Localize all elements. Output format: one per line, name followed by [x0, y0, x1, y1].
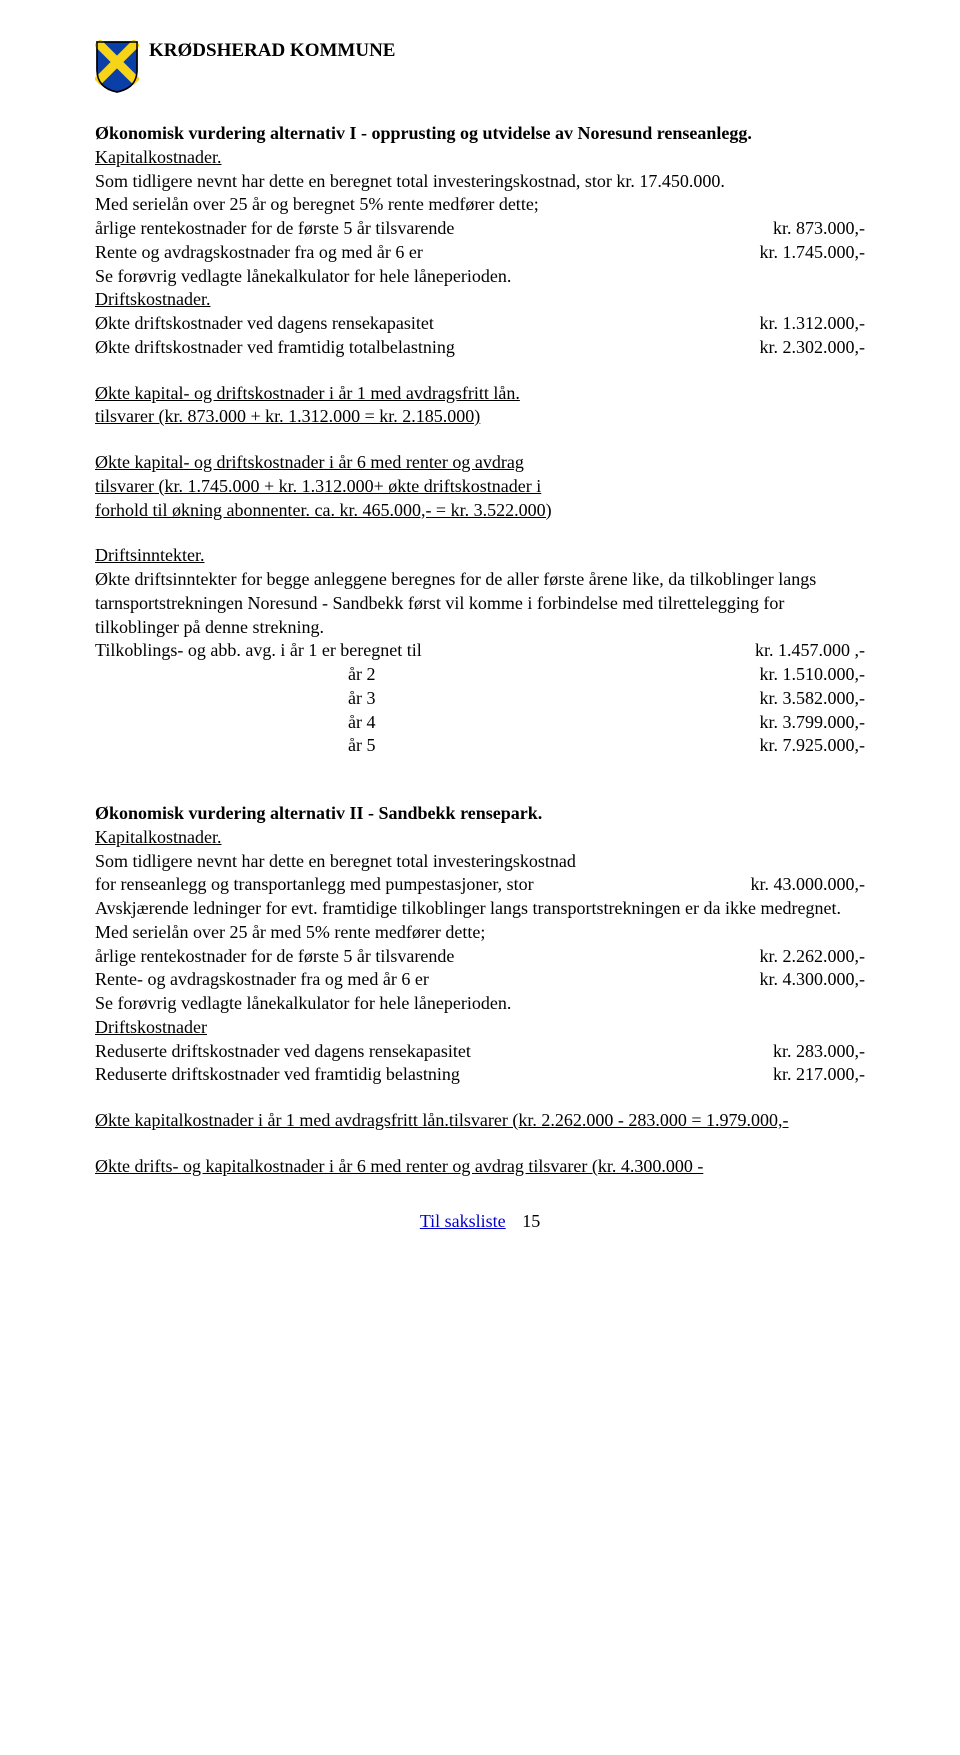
- income-value: kr. 1.457.000 ,-: [735, 639, 865, 663]
- income-year: år 2: [95, 663, 740, 687]
- body-text: Økte driftsinntekter for begge anleggene…: [95, 568, 865, 639]
- org-name: KRØDSHERAD KOMMUNE: [149, 40, 395, 62]
- income-row: år 4 kr. 3.799.000,-: [95, 711, 865, 735]
- cost-label: Reduserte driftskostnader ved framtidig …: [95, 1063, 753, 1087]
- income-year: år 3: [95, 687, 740, 711]
- summary-line: Økte kapitalkostnader i år 1 med avdrags…: [95, 1109, 865, 1133]
- cost-value: kr. 873.000,-: [753, 217, 865, 241]
- cost-value: kr. 43.000.000,-: [731, 873, 866, 897]
- alt2-drift-label: Driftskostnader: [95, 1016, 865, 1040]
- alt1-drift-label: Driftskostnader.: [95, 288, 865, 312]
- alt1-title: Økonomisk vurdering alternativ I - oppru…: [95, 122, 865, 146]
- body-text: Med serielån over 25 år med 5% rente med…: [95, 921, 865, 945]
- cost-row: Rente og avdragskostnader fra og med år …: [95, 241, 865, 265]
- cost-label: årlige rentekostnader for de første 5 år…: [95, 945, 740, 969]
- cost-label: Reduserte driftskostnader ved dagens ren…: [95, 1040, 753, 1064]
- cost-row: for renseanlegg og transportanlegg med p…: [95, 873, 865, 897]
- body-text: Med serielån over 25 år og beregnet 5% r…: [95, 193, 865, 217]
- income-year: år 5: [95, 734, 740, 758]
- income-row: år 3 kr. 3.582.000,-: [95, 687, 865, 711]
- body-text: Som tidligere nevnt har dette en beregne…: [95, 170, 865, 194]
- alt1-kapital-label: Kapitalkostnader.: [95, 146, 865, 170]
- body-text: Avskjærende ledninger for evt. framtidig…: [95, 897, 865, 921]
- summary-line: forhold til økning abonnenter. ca. kr. 4…: [95, 499, 865, 523]
- cost-value: kr. 283.000,-: [753, 1040, 865, 1064]
- income-row: år 2 kr. 1.510.000,-: [95, 663, 865, 687]
- income-value: kr. 3.799.000,-: [740, 711, 866, 735]
- footer-link[interactable]: Til saksliste: [420, 1211, 506, 1231]
- body-text: Som tidligere nevnt har dette en beregne…: [95, 850, 865, 874]
- page-footer: Til saksliste 15: [95, 1211, 865, 1232]
- cost-label: Rente- og avdragskostnader fra og med år…: [95, 968, 740, 992]
- alt2-kapital-label: Kapitalkostnader.: [95, 826, 865, 850]
- summary-line: Økte drifts- og kapitalkostnader i år 6 …: [95, 1155, 865, 1179]
- cost-row: Reduserte driftskostnader ved dagens ren…: [95, 1040, 865, 1064]
- body-text: Se forøvrig vedlagte lånekalkulator for …: [95, 992, 865, 1016]
- income-year: år 4: [95, 711, 740, 735]
- page-number: 15: [522, 1211, 540, 1232]
- municipality-logo: [95, 40, 139, 94]
- cost-row: Reduserte driftskostnader ved framtidig …: [95, 1063, 865, 1087]
- summary-line: Økte kapital- og driftskostnader i år 1 …: [95, 382, 865, 406]
- cost-value: kr. 1.745.000,-: [740, 241, 866, 265]
- body-text: Se forøvrig vedlagte lånekalkulator for …: [95, 265, 865, 289]
- cost-value: kr. 217.000,-: [753, 1063, 865, 1087]
- cost-value: kr. 4.300.000,-: [740, 968, 866, 992]
- summary-line: tilsvarer (kr. 1.745.000 + kr. 1.312.000…: [95, 475, 865, 499]
- income-value: kr. 3.582.000,-: [740, 687, 866, 711]
- cost-label: årlige rentekostnader for de første 5 år…: [95, 217, 753, 241]
- cost-row: årlige rentekostnader for de første 5 år…: [95, 217, 865, 241]
- cost-value: kr. 1.312.000,-: [740, 312, 866, 336]
- cost-row: Økte driftskostnader ved framtidig total…: [95, 336, 865, 360]
- alt2-title: Økonomisk vurdering alternativ II - Sand…: [95, 802, 865, 826]
- cost-label: Økte driftskostnader ved dagens rensekap…: [95, 312, 740, 336]
- income-row: Tilkoblings- og abb. avg. i år 1 er bere…: [95, 639, 865, 663]
- cost-label: Rente og avdragskostnader fra og med år …: [95, 241, 740, 265]
- income-value: kr. 7.925.000,-: [740, 734, 866, 758]
- cost-row: årlige rentekostnader for de første 5 år…: [95, 945, 865, 969]
- cost-row: Økte driftskostnader ved dagens rensekap…: [95, 312, 865, 336]
- income-value: kr. 1.510.000,-: [740, 663, 866, 687]
- page-header: KRØDSHERAD KOMMUNE: [95, 40, 865, 94]
- cost-row: Rente- og avdragskostnader fra og med år…: [95, 968, 865, 992]
- alt1-inntekt-label: Driftsinntekter.: [95, 544, 865, 568]
- cost-label: Økte driftskostnader ved framtidig total…: [95, 336, 740, 360]
- summary-line: Økte kapital- og driftskostnader i år 6 …: [95, 451, 865, 475]
- cost-label: for renseanlegg og transportanlegg med p…: [95, 873, 731, 897]
- cost-value: kr. 2.262.000,-: [740, 945, 866, 969]
- income-label: Tilkoblings- og abb. avg. i år 1 er bere…: [95, 639, 735, 663]
- cost-value: kr. 2.302.000,-: [740, 336, 866, 360]
- summary-line: tilsvarer (kr. 873.000 + kr. 1.312.000 =…: [95, 405, 865, 429]
- income-row: år 5 kr. 7.925.000,-: [95, 734, 865, 758]
